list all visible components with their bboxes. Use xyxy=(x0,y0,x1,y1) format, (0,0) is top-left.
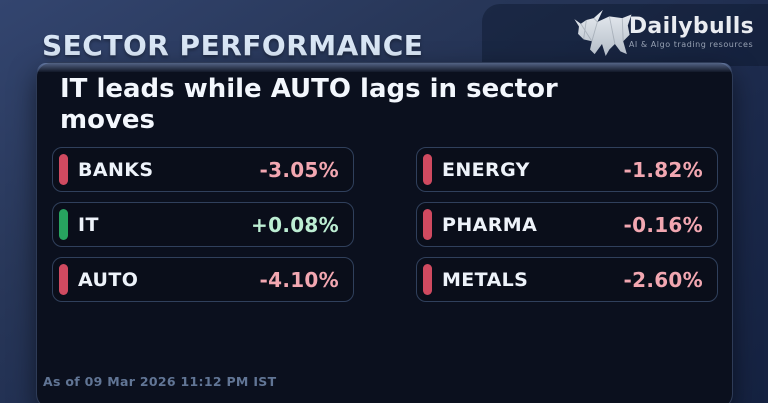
sector-tile-banks: BANKS -3.05% xyxy=(52,147,354,192)
sector-label: METALS xyxy=(442,268,529,291)
sector-tile-auto: AUTO -4.10% xyxy=(52,257,354,302)
bull-icon xyxy=(574,9,632,56)
sector-performance-card: IT leads while AUTO lags in sector moves… xyxy=(36,62,733,403)
sector-change-value: -1.82% xyxy=(623,157,703,182)
sector-label: BANKS xyxy=(78,158,154,181)
trend-pill xyxy=(423,209,432,240)
as-of-timestamp: As of 09 Mar 2026 11:12 PM IST xyxy=(43,374,277,389)
sector-tile-pharma: PHARMA -0.16% xyxy=(416,202,718,247)
logo-text: Dailybulls AI & Algo trading resources xyxy=(629,15,754,48)
sector-label: ENERGY xyxy=(442,158,530,181)
sector-change-value: -0.16% xyxy=(623,212,703,237)
sector-tile-it: IT +0.08% xyxy=(52,202,354,247)
trend-pill xyxy=(423,264,432,295)
sector-label: AUTO xyxy=(78,268,139,291)
sector-change-value: -2.60% xyxy=(623,267,703,292)
sector-change-value: -3.05% xyxy=(259,157,339,182)
trend-pill xyxy=(423,154,432,185)
sector-change-value: -4.10% xyxy=(259,267,339,292)
trend-pill xyxy=(59,154,68,185)
sector-tile-energy: ENERGY -1.82% xyxy=(416,147,718,192)
brand-logo: Dailybulls AI & Algo trading resources xyxy=(567,6,754,58)
trend-pill xyxy=(59,264,68,295)
trend-pill xyxy=(59,209,68,240)
sector-tile-metals: METALS -2.60% xyxy=(416,257,718,302)
brand-tagline: AI & Algo trading resources xyxy=(628,39,754,49)
sector-tile-grid: BANKS -3.05% ENERGY -1.82% IT +0.08% PHA… xyxy=(52,147,718,302)
sector-label: PHARMA xyxy=(442,213,538,236)
brand-name: Dailybulls xyxy=(628,14,754,40)
sector-change-value: +0.08% xyxy=(251,212,339,237)
page-title: SECTOR PERFORMANCE xyxy=(42,29,424,62)
sector-label: IT xyxy=(78,213,99,236)
card-headline: IT leads while AUTO lags in sector moves xyxy=(60,74,558,136)
